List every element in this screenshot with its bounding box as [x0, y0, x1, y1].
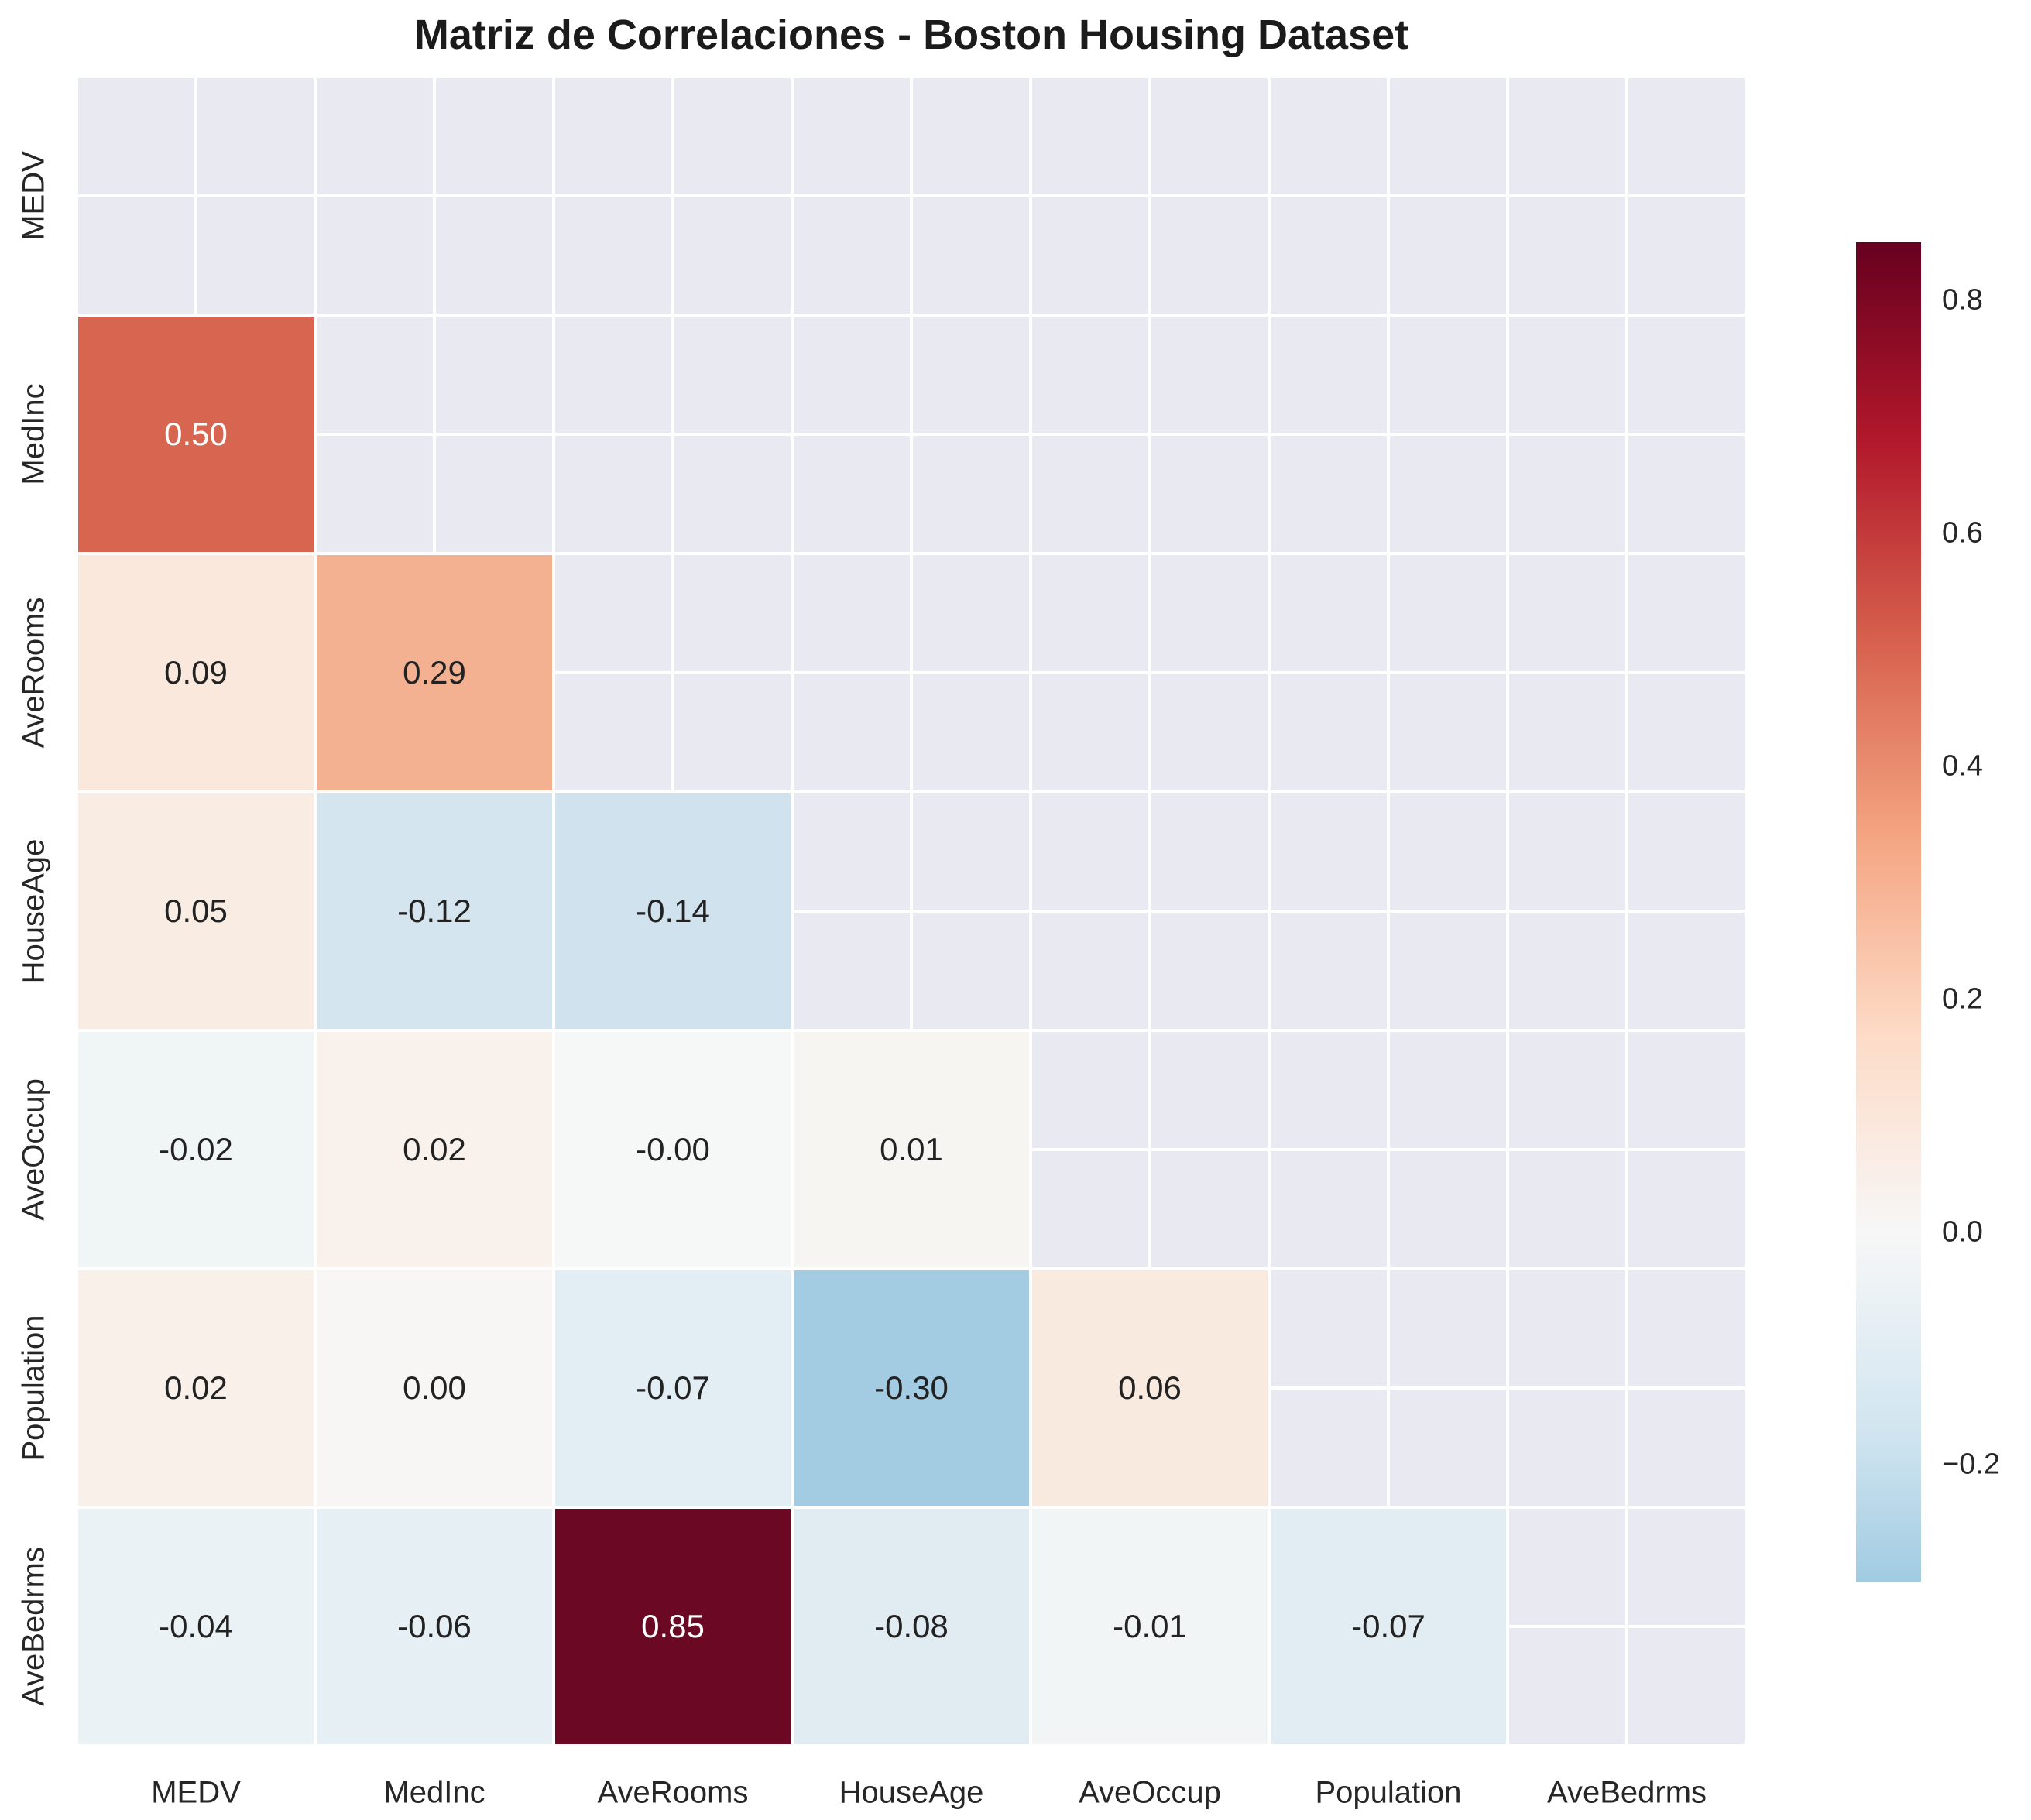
x-axis-label-averooms: AveRooms: [597, 1775, 749, 1810]
heatmap-cell-aveoccup-averooms: -0.00: [554, 1030, 792, 1269]
heatmap-cell-medinc-medv: 0.50: [77, 315, 315, 554]
x-axis-label-population: Population: [1315, 1775, 1462, 1810]
colorbar-tick-label: 0.6: [1942, 516, 1983, 550]
y-axis-label-houseage: HouseAge: [16, 838, 51, 984]
colorbar-tick-label: −0.2: [1942, 1448, 2001, 1481]
colorbar-tick-label: 0.2: [1942, 982, 1983, 1016]
heatmap-cell-houseage-averooms: -0.14: [554, 792, 792, 1030]
colorbar: [1856, 242, 1921, 1582]
heatmap-cell-avebedrms-medv: -0.04: [77, 1507, 315, 1746]
y-axis-label-averooms: AveRooms: [16, 597, 51, 749]
x-axis-label-aveoccup: AveOccup: [1079, 1775, 1221, 1810]
heatmap-cell-population-averooms: -0.07: [554, 1269, 792, 1507]
y-axis-label-avebedrms: AveBedrms: [16, 1546, 51, 1707]
chart-title: Matriz de Correlaciones - Boston Housing…: [413, 12, 1409, 58]
heatmap-cell-houseage-medv: 0.05: [77, 792, 315, 1030]
x-axis-label-avebedrms: AveBedrms: [1546, 1775, 1707, 1810]
colorbar-tick-label: 0.8: [1942, 283, 1983, 317]
heatmap-cell-avebedrms-aveoccup: -0.01: [1031, 1507, 1269, 1746]
y-axis-label-medinc: MedInc: [16, 383, 51, 485]
heatmap-grid: 0.50 0.09 0.29 0.05 -0.12 -0.14 -0.02 0.02 -0.00…: [77, 77, 1746, 1746]
y-axis-label-aveoccup: AveOccup: [16, 1078, 51, 1221]
heatmap-cell-avebedrms-houseage: -0.08: [792, 1507, 1031, 1746]
x-axis-label-houseage: HouseAge: [839, 1775, 984, 1810]
colorbar-tick-label: 0.4: [1942, 749, 1983, 783]
x-axis-label-medv: MEDV: [151, 1775, 241, 1810]
heatmap-cell-population-houseage: -0.30: [792, 1269, 1031, 1507]
heatmap-cell-aveoccup-houseage: 0.01: [792, 1030, 1031, 1269]
heatmap-cell-avebedrms-averooms: 0.85: [554, 1507, 792, 1746]
heatmap-cell-aveoccup-medinc: 0.02: [315, 1030, 554, 1269]
heatmap-cell-population-medinc: 0.00: [315, 1269, 554, 1507]
heatmap-cell-avebedrms-medinc: -0.06: [315, 1507, 554, 1746]
heatmap-cell-aveoccup-medv: -0.02: [77, 1030, 315, 1269]
heatmap-cell-population-aveoccup: 0.06: [1031, 1269, 1269, 1507]
colorbar-tick-label: 0.0: [1942, 1215, 1983, 1249]
y-axis-label-population: Population: [16, 1314, 51, 1462]
heatmap-cell-averooms-medv: 0.09: [77, 554, 315, 792]
heatmap-cell-population-medv: 0.02: [77, 1269, 315, 1507]
heatmap-cell-houseage-medinc: -0.12: [315, 792, 554, 1030]
heatmap-cell-averooms-medinc: 0.29: [315, 554, 554, 792]
heatmap-cell-avebedrms-population: -0.07: [1269, 1507, 1508, 1746]
x-axis-label-medinc: MedInc: [383, 1775, 485, 1810]
y-axis-label-medv: MEDV: [16, 151, 51, 241]
